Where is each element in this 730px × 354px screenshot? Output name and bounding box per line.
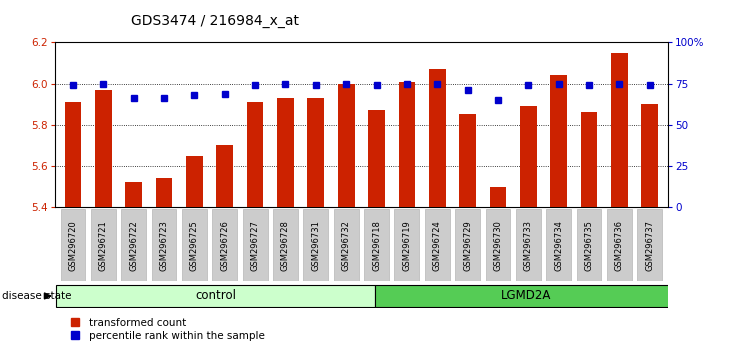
Bar — [394, 209, 419, 281]
Bar — [637, 209, 662, 281]
Text: LGMD2A: LGMD2A — [501, 290, 551, 302]
Bar — [520, 106, 537, 207]
Text: GSM296729: GSM296729 — [463, 220, 472, 270]
Text: GSM296726: GSM296726 — [220, 220, 229, 270]
Legend: transformed count, percentile rank within the sample: transformed count, percentile rank withi… — [60, 314, 269, 345]
Bar — [91, 209, 116, 281]
Text: GSM296720: GSM296720 — [69, 220, 77, 270]
Text: GSM296732: GSM296732 — [342, 220, 350, 270]
Text: GSM296734: GSM296734 — [554, 220, 563, 270]
Text: GSM296723: GSM296723 — [160, 220, 169, 270]
Text: GSM296721: GSM296721 — [99, 220, 108, 270]
Bar — [550, 75, 567, 207]
Text: control: control — [195, 290, 236, 302]
Text: disease state: disease state — [2, 291, 72, 301]
Bar — [56, 285, 375, 307]
Text: GSM296724: GSM296724 — [433, 220, 442, 270]
Text: GSM296727: GSM296727 — [250, 220, 260, 270]
Bar — [429, 69, 445, 207]
Text: GSM296725: GSM296725 — [190, 220, 199, 270]
Bar — [334, 209, 358, 281]
Bar — [375, 285, 677, 307]
Text: GSM296735: GSM296735 — [585, 220, 593, 270]
Bar — [338, 84, 355, 207]
Bar — [126, 182, 142, 207]
Text: GDS3474 / 216984_x_at: GDS3474 / 216984_x_at — [131, 14, 299, 28]
Bar — [61, 209, 85, 281]
Bar — [368, 110, 385, 207]
Bar — [95, 90, 112, 207]
Bar — [212, 209, 237, 281]
Bar — [399, 81, 415, 207]
Bar — [304, 209, 328, 281]
Bar — [155, 178, 172, 207]
Bar — [364, 209, 389, 281]
Text: GSM296719: GSM296719 — [402, 220, 412, 270]
Bar — [65, 102, 81, 207]
Bar — [277, 98, 293, 207]
Text: GSM296733: GSM296733 — [524, 219, 533, 271]
Text: GSM296728: GSM296728 — [281, 220, 290, 270]
Bar — [546, 209, 571, 281]
Bar — [182, 209, 207, 281]
Bar — [186, 156, 203, 207]
Text: GSM296730: GSM296730 — [493, 220, 502, 270]
Text: GSM296731: GSM296731 — [311, 220, 320, 270]
Bar — [459, 114, 476, 207]
Bar — [247, 102, 264, 207]
Text: GSM296722: GSM296722 — [129, 220, 138, 270]
Bar — [580, 113, 597, 207]
Bar — [307, 98, 324, 207]
Text: GSM296737: GSM296737 — [645, 219, 654, 271]
Bar — [216, 145, 233, 207]
Bar — [425, 209, 450, 281]
Bar — [455, 209, 480, 281]
Text: GSM296736: GSM296736 — [615, 219, 624, 271]
Bar — [516, 209, 541, 281]
Bar — [642, 104, 658, 207]
Bar — [577, 209, 602, 281]
Bar — [611, 53, 628, 207]
Bar — [121, 209, 146, 281]
Bar — [485, 209, 510, 281]
Bar — [273, 209, 298, 281]
Bar — [152, 209, 177, 281]
Bar — [607, 209, 632, 281]
Text: GSM296718: GSM296718 — [372, 220, 381, 270]
Bar — [490, 187, 507, 207]
Bar — [242, 209, 268, 281]
